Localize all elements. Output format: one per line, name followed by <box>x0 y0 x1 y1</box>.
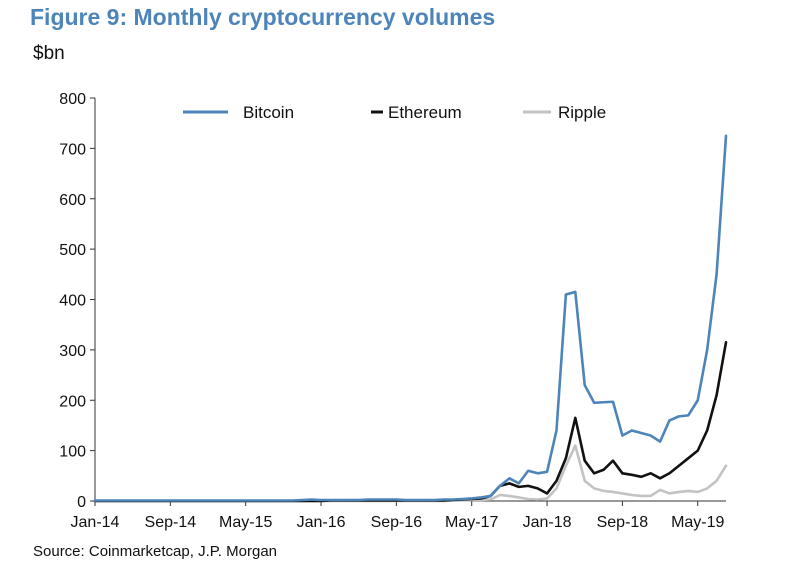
chart-title: Figure 9: Monthly cryptocurrency volumes <box>30 4 496 30</box>
x-tick-label: Sep-16 <box>371 514 423 531</box>
chart-legend: Bitcoin Ethereum Ripple <box>183 103 606 122</box>
x-tick-label: May-15 <box>219 514 272 531</box>
x-tick-label: Sep-14 <box>145 514 197 531</box>
x-tick-label: May-19 <box>671 514 724 531</box>
series-line-bitcoin <box>93 134 728 502</box>
x-tick-label: Sep-18 <box>597 514 649 531</box>
chart-series <box>93 134 728 503</box>
x-tick-label: May-17 <box>445 514 498 531</box>
y-tick-label: 700 <box>59 141 86 158</box>
y-tick-label: 500 <box>59 242 86 259</box>
y-axis-unit-label: $bn <box>33 43 65 64</box>
series-line-ethereum <box>93 341 728 503</box>
y-tick-label: 200 <box>59 393 86 410</box>
legend-label-bitcoin: Bitcoin <box>243 103 294 122</box>
legend-label-ripple: Ripple <box>558 103 606 122</box>
y-tick-label: 100 <box>59 444 86 461</box>
y-tick-label: 800 <box>59 91 86 108</box>
series-line-ripple <box>93 444 728 503</box>
source-note: Source: Coinmarketcap, J.P. Morgan <box>33 543 278 560</box>
y-tick-label: 0 <box>77 494 86 511</box>
legend-label-ethereum: Ethereum <box>388 103 462 122</box>
y-tick-label: 600 <box>59 192 86 209</box>
x-tick-label: Jan-16 <box>297 514 346 531</box>
y-tick-label: 400 <box>59 293 86 310</box>
chart-axes: 0 100 200 300 400 500 600 700 800 Jan-14 Sep-14 May… <box>59 91 726 531</box>
y-tick-label: 300 <box>59 343 86 360</box>
x-tick-label: Jan-14 <box>71 514 120 531</box>
x-tick-label: Jan-18 <box>523 514 572 531</box>
